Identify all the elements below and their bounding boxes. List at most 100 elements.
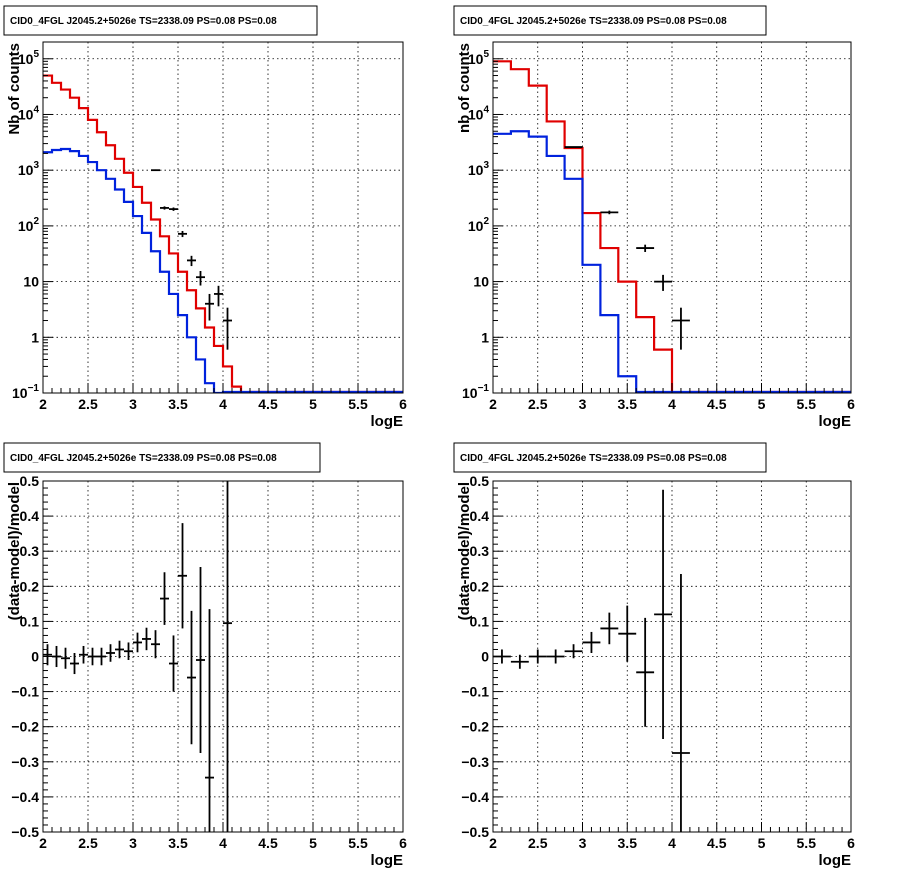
- y-tick-base: 10: [12, 385, 28, 401]
- y-tick-base: 10: [18, 106, 34, 122]
- y-tick-label: 102: [468, 216, 490, 234]
- y-tick-base: 10: [468, 218, 484, 234]
- data-point: [223, 307, 232, 350]
- plot-area: [43, 74, 403, 393]
- x-tick-label: 4.5: [707, 396, 727, 412]
- x-axis-label: logE: [819, 852, 852, 869]
- plot-area: [43, 481, 232, 832]
- data-point: [564, 146, 583, 148]
- y-tick-exponent: 4: [483, 104, 489, 115]
- x-ticks: [492, 383, 852, 393]
- y-tick-label: 0.1: [470, 613, 490, 629]
- x-tick-label: 3: [579, 396, 587, 412]
- data-point: [546, 649, 565, 664]
- x-tick-label: 5: [758, 396, 766, 412]
- x-tick-label: 5.5: [348, 396, 368, 412]
- y-tick-label: 0.3: [20, 543, 40, 559]
- y-tick-label: 0: [481, 649, 489, 665]
- data-point: [79, 645, 88, 664]
- y-tick-base: 10: [462, 385, 478, 401]
- data-point: [582, 631, 601, 653]
- y-tick-label: 0: [31, 649, 39, 665]
- y-tick-base: 10: [468, 162, 484, 178]
- y-tick-exponent: 4: [33, 104, 39, 115]
- background_model-step-line: [493, 130, 851, 393]
- chart-title-box: [453, 5, 767, 36]
- x-tick-label: 4.5: [258, 396, 278, 412]
- y-tick-label: 1: [31, 329, 39, 345]
- x-axis-label: logE: [371, 413, 404, 430]
- data-point: [510, 654, 529, 669]
- y-axis-label: nb of counts: [456, 43, 473, 133]
- y-tick-label: 1: [481, 329, 489, 345]
- x-tick-label: 4: [668, 396, 676, 412]
- chart-panel-4: CID0_4FGL J2045.2+5026e TS=2338.09 PS=0.…: [453, 442, 855, 869]
- data-point: [169, 207, 178, 211]
- x-tick-label: 3.5: [618, 835, 638, 851]
- y-tick-label: 0.3: [470, 543, 490, 559]
- y-tick-label: −0.1: [461, 684, 489, 700]
- x-tick-label: 2: [489, 396, 497, 412]
- x-tick-label: 3: [579, 835, 587, 851]
- x-ticks: [42, 383, 404, 393]
- grid: [43, 42, 403, 393]
- y-tick-exponent: −1: [478, 383, 490, 394]
- data-point: [61, 647, 70, 669]
- plot-area: [493, 60, 851, 393]
- y-tick-exponent: 5: [483, 49, 489, 60]
- y-tick-base: 1: [31, 329, 39, 345]
- chart-title: CID0_4FGL J2045.2+5026e TS=2338.09 PS=0.…: [460, 453, 727, 464]
- y-tick-label: −0.5: [461, 824, 489, 840]
- y-ticks: [493, 480, 503, 833]
- chart-title: CID0_4FGL J2045.2+5026e TS=2338.09 PS=0.…: [460, 16, 727, 27]
- data-point: [214, 285, 223, 307]
- x-tick-label: 4: [219, 835, 227, 851]
- data-point: [564, 644, 583, 659]
- y-tick-base: 10: [18, 51, 34, 67]
- y-tick-base: 10: [468, 106, 484, 122]
- y-tick-base: 10: [18, 218, 34, 234]
- y-tick-label: 0.2: [470, 578, 490, 594]
- x-ticks: [492, 822, 852, 832]
- y-tick-label: 10−1: [12, 383, 39, 401]
- data-point: [600, 210, 619, 215]
- y-tick-base: 10: [468, 51, 484, 67]
- chart-panel-2: CID0_4FGL J2045.2+5026e TS=2338.09 PS=0.…: [453, 5, 855, 430]
- data-point: [124, 642, 133, 661]
- x-tick-label: 2: [489, 835, 497, 851]
- data-point: [178, 523, 187, 629]
- x-tick-label: 2.5: [78, 396, 98, 412]
- data-point: [97, 647, 106, 666]
- y-tick-label: −0.4: [11, 789, 39, 805]
- x-tick-label: 5: [309, 835, 317, 851]
- data-point: [600, 612, 619, 645]
- x-tick-label: 5.5: [348, 835, 368, 851]
- y-tick-base: 10: [473, 274, 489, 290]
- data-point: [52, 645, 61, 668]
- y-tick-label: −0.3: [461, 754, 489, 770]
- x-ticks: [42, 822, 404, 832]
- y-tick-exponent: 2: [483, 216, 489, 227]
- chart-panel-1: CID0_4FGL J2045.2+5026e TS=2338.09 PS=0.…: [3, 5, 407, 430]
- chart-panel-3: CID0_4FGL J2045.2+5026e TS=2338.09 PS=0.…: [3, 442, 407, 869]
- y-tick-label: 105: [18, 49, 40, 67]
- y-tick-exponent: 2: [33, 216, 39, 227]
- x-tick-label: 5.5: [797, 835, 817, 851]
- x-tick-label: 3.5: [168, 396, 188, 412]
- x-tick-label: 4: [219, 396, 227, 412]
- x-tick-label: 5: [309, 396, 317, 412]
- y-tick-label: 103: [468, 160, 490, 178]
- y-tick-label: 10: [473, 274, 489, 290]
- y-tick-label: 104: [468, 104, 490, 122]
- y-tick-label: 0.4: [470, 508, 490, 524]
- x-tick-label: 3.5: [168, 835, 188, 851]
- data-point: [43, 644, 52, 666]
- chart-title-box: [3, 5, 318, 36]
- plot-area: [493, 489, 690, 832]
- y-tick-label: 0.5: [470, 473, 490, 489]
- y-tick-label: 0.1: [20, 613, 40, 629]
- y-ticks: [43, 480, 53, 833]
- y-tick-label: −0.2: [11, 719, 39, 735]
- x-tick-label: 3: [129, 835, 137, 851]
- x-tick-label: 2: [39, 396, 47, 412]
